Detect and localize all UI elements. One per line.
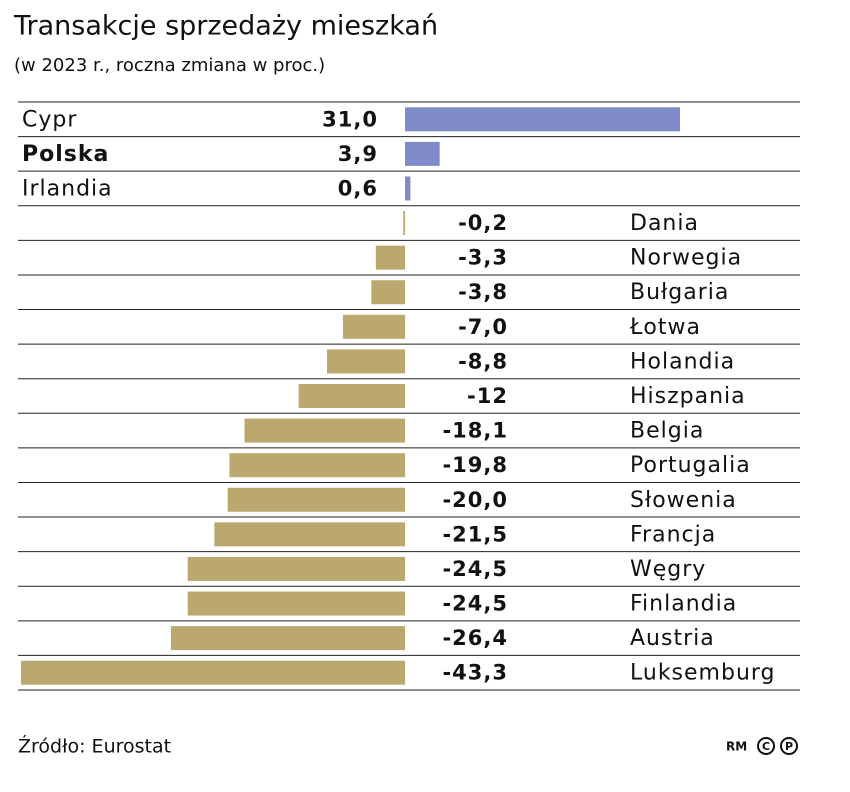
value-label: -19,8 <box>442 453 508 477</box>
credit: RM <box>726 740 747 754</box>
bar <box>227 487 406 512</box>
value-label: 3,9 <box>338 142 378 166</box>
category-label: Holandia <box>630 349 735 374</box>
value-label: -3,3 <box>458 246 508 270</box>
category-label: Słowenia <box>630 488 737 513</box>
bar <box>326 349 406 374</box>
bar <box>244 418 406 443</box>
category-label: Norwegia <box>630 246 742 271</box>
copyright-icons: C P <box>757 737 798 755</box>
category-label: Cypr <box>22 107 77 132</box>
bar <box>371 280 406 305</box>
bar <box>214 522 406 547</box>
svg-text:P: P <box>785 740 793 753</box>
category-label: Dania <box>630 211 699 236</box>
bar <box>298 384 406 408</box>
chart-title: Transakcje sprzedaży mieszkań <box>13 11 438 42</box>
value-label: -24,5 <box>442 557 508 581</box>
value-label: -24,5 <box>442 592 508 616</box>
value-label: -21,5 <box>442 522 508 546</box>
category-label: Finlandia <box>630 592 737 617</box>
value-label: -20,0 <box>442 488 508 512</box>
category-label: Łotwa <box>629 315 701 340</box>
category-label: Portugalia <box>630 453 751 478</box>
value-label: -12 <box>467 384 508 408</box>
category-label: Irlandia <box>22 176 113 201</box>
value-label: 0,6 <box>338 176 378 200</box>
bar <box>375 245 406 270</box>
category-label: Bułgaria <box>630 280 729 305</box>
bar <box>342 314 406 339</box>
category-label: Luksemburg <box>630 661 776 686</box>
category-label: Węgry <box>630 557 706 582</box>
category-label: Francja <box>630 522 716 547</box>
bar <box>187 556 406 581</box>
bar <box>405 107 680 132</box>
category-label: Belgia <box>630 419 704 444</box>
category-label: Polska <box>22 142 109 167</box>
value-label: -26,4 <box>442 626 508 650</box>
value-label: -7,0 <box>458 315 508 339</box>
svg-text:C: C <box>762 740 770 753</box>
value-label: 31,0 <box>322 107 378 131</box>
bar <box>21 660 406 685</box>
value-label: -0,2 <box>458 211 508 235</box>
category-label: Hiszpania <box>630 384 746 409</box>
chart-subtitle: (w 2023 r., roczna zmiana w proc.) <box>14 55 325 76</box>
value-label: -3,8 <box>458 280 508 304</box>
category-label: Austria <box>630 626 715 651</box>
value-label: -43,3 <box>442 661 508 685</box>
source: Źródło: Eurostat <box>18 735 171 758</box>
bar <box>170 626 406 651</box>
value-label: -8,8 <box>458 349 508 373</box>
bar <box>187 591 406 616</box>
bar <box>229 453 406 478</box>
bar <box>403 211 406 236</box>
bar <box>405 176 411 201</box>
bar <box>405 141 440 166</box>
value-label: -18,1 <box>442 419 508 443</box>
